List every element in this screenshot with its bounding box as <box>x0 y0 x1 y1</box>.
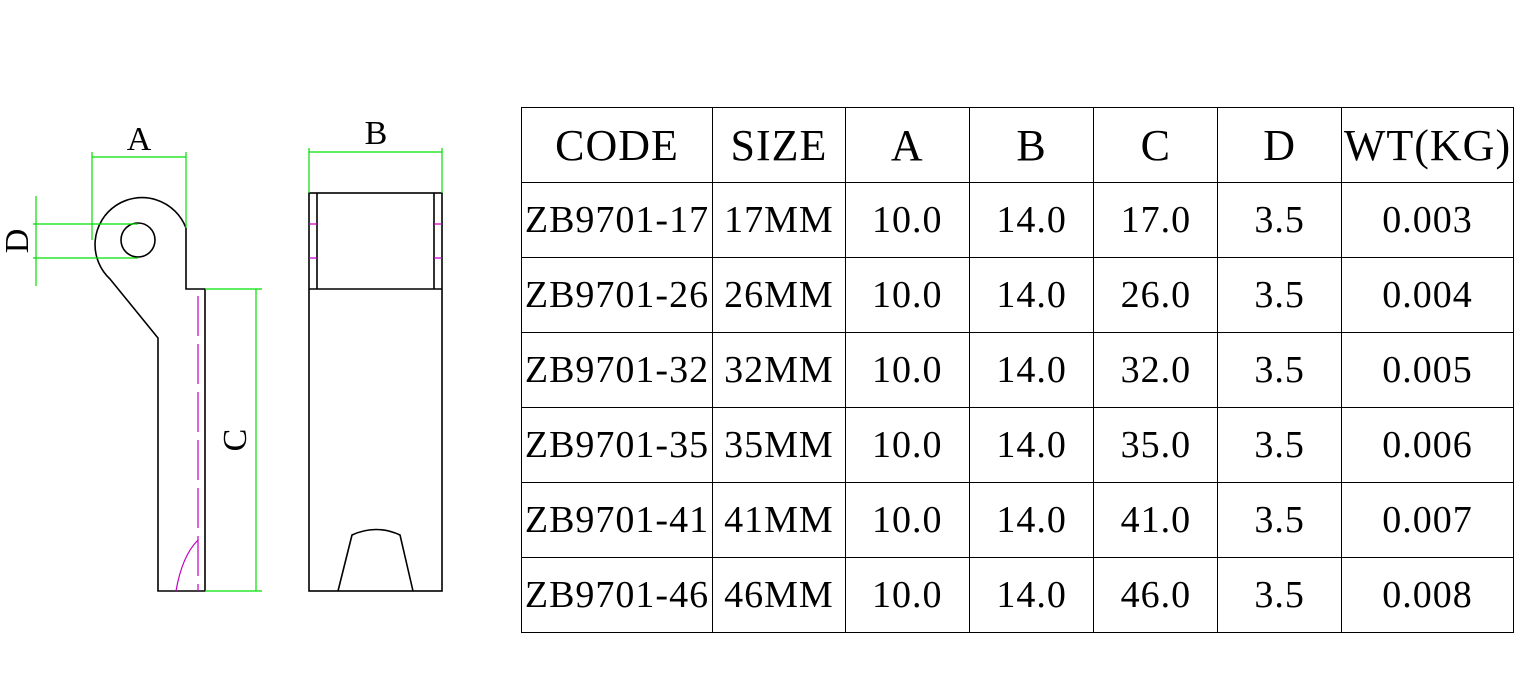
cell: 10.0 <box>844 182 970 258</box>
cell: 32MM <box>711 332 846 408</box>
cell: 14.0 <box>968 482 1095 558</box>
side-view <box>94 196 206 592</box>
front-view <box>308 192 443 592</box>
cell: ZB9701-17 <box>521 182 713 258</box>
cell: 3.5 <box>1217 407 1342 483</box>
cell: ZB9701-32 <box>521 332 713 408</box>
cell: 10.0 <box>844 257 970 333</box>
cell: 26MM <box>711 257 846 333</box>
dim-b <box>308 148 443 193</box>
cell: 0.008 <box>1340 557 1514 633</box>
header-cell: CODE <box>521 107 713 183</box>
cell: 46.0 <box>1093 557 1219 633</box>
cell: 10.0 <box>844 407 970 483</box>
hole <box>120 222 156 258</box>
cell: 35MM <box>711 407 846 483</box>
cell: 14.0 <box>968 407 1095 483</box>
cell: 26.0 <box>1093 257 1219 333</box>
front-cutout <box>337 528 414 592</box>
row: ZB9701-17 17MM 10.0 14.0 17.0 3.5 0.003 <box>521 182 1514 258</box>
cell: 14.0 <box>968 557 1095 633</box>
cell: 0.005 <box>1340 332 1514 408</box>
header-cell: D <box>1217 107 1342 183</box>
spec-table: CODE SIZE A B C D WT(KG) ZB9701-17 17MM 10.0 14.0 1… <box>521 107 1514 633</box>
cell: 17.0 <box>1093 182 1219 258</box>
header-cell: B <box>968 107 1095 183</box>
header-cell: SIZE <box>711 107 846 183</box>
cell: 3.5 <box>1217 557 1342 633</box>
cell: 0.003 <box>1340 182 1514 258</box>
cell: 35.0 <box>1093 407 1219 483</box>
cell: 14.0 <box>968 332 1095 408</box>
dim-label: D <box>0 229 36 254</box>
cell: 32.0 <box>1093 332 1219 408</box>
cell: 14.0 <box>968 182 1095 258</box>
cell: 3.5 <box>1217 257 1342 333</box>
cell: ZB9701-41 <box>521 482 713 558</box>
cell: 0.004 <box>1340 257 1514 333</box>
head: CODE SIZE A B C D WT(KG) <box>521 107 1514 183</box>
cell: 10.0 <box>844 482 970 558</box>
cell: 10.0 <box>844 332 970 408</box>
dim-a <box>91 152 187 240</box>
cell: 46MM <box>711 557 846 633</box>
hidden-marks <box>309 223 442 259</box>
dim-label: B <box>365 115 388 152</box>
cell: 14.0 <box>968 257 1095 333</box>
cell: 3.5 <box>1217 332 1342 408</box>
dim-label: C <box>217 429 254 452</box>
cell: 3.5 <box>1217 482 1342 558</box>
row: ZB9701-41 41MM 10.0 14.0 41.0 3.5 0.007 <box>521 482 1514 558</box>
hidden-arc <box>175 539 199 592</box>
cell: 0.007 <box>1340 482 1514 558</box>
dim-c <box>205 288 262 592</box>
dim-label: A <box>127 121 152 158</box>
cell: 10.0 <box>844 557 970 633</box>
cell: 41.0 <box>1093 482 1219 558</box>
cell: ZB9701-26 <box>521 257 713 333</box>
header-cell: A <box>844 107 970 183</box>
cell: ZB9701-35 <box>521 407 713 483</box>
header-cell: C <box>1093 107 1219 183</box>
row: ZB9701-32 32MM 10.0 14.0 32.0 3.5 0.005 <box>521 332 1514 408</box>
row: ZB9701-46 46MM 10.0 14.0 46.0 3.5 0.008 <box>521 557 1514 633</box>
dim-d <box>33 196 138 286</box>
drawing: A B C D <box>0 115 443 592</box>
header-cell: WT(KG) <box>1340 107 1514 183</box>
row: ZB9701-26 26MM 10.0 14.0 26.0 3.5 0.004 <box>521 257 1514 333</box>
cell: ZB9701-46 <box>521 557 713 633</box>
front-detail <box>309 193 442 290</box>
cell: 41MM <box>711 482 846 558</box>
cell: 3.5 <box>1217 182 1342 258</box>
cell: 0.006 <box>1340 407 1514 483</box>
cell: 17MM <box>711 182 846 258</box>
row: ZB9701-35 35MM 10.0 14.0 35.0 3.5 0.006 <box>521 407 1514 483</box>
